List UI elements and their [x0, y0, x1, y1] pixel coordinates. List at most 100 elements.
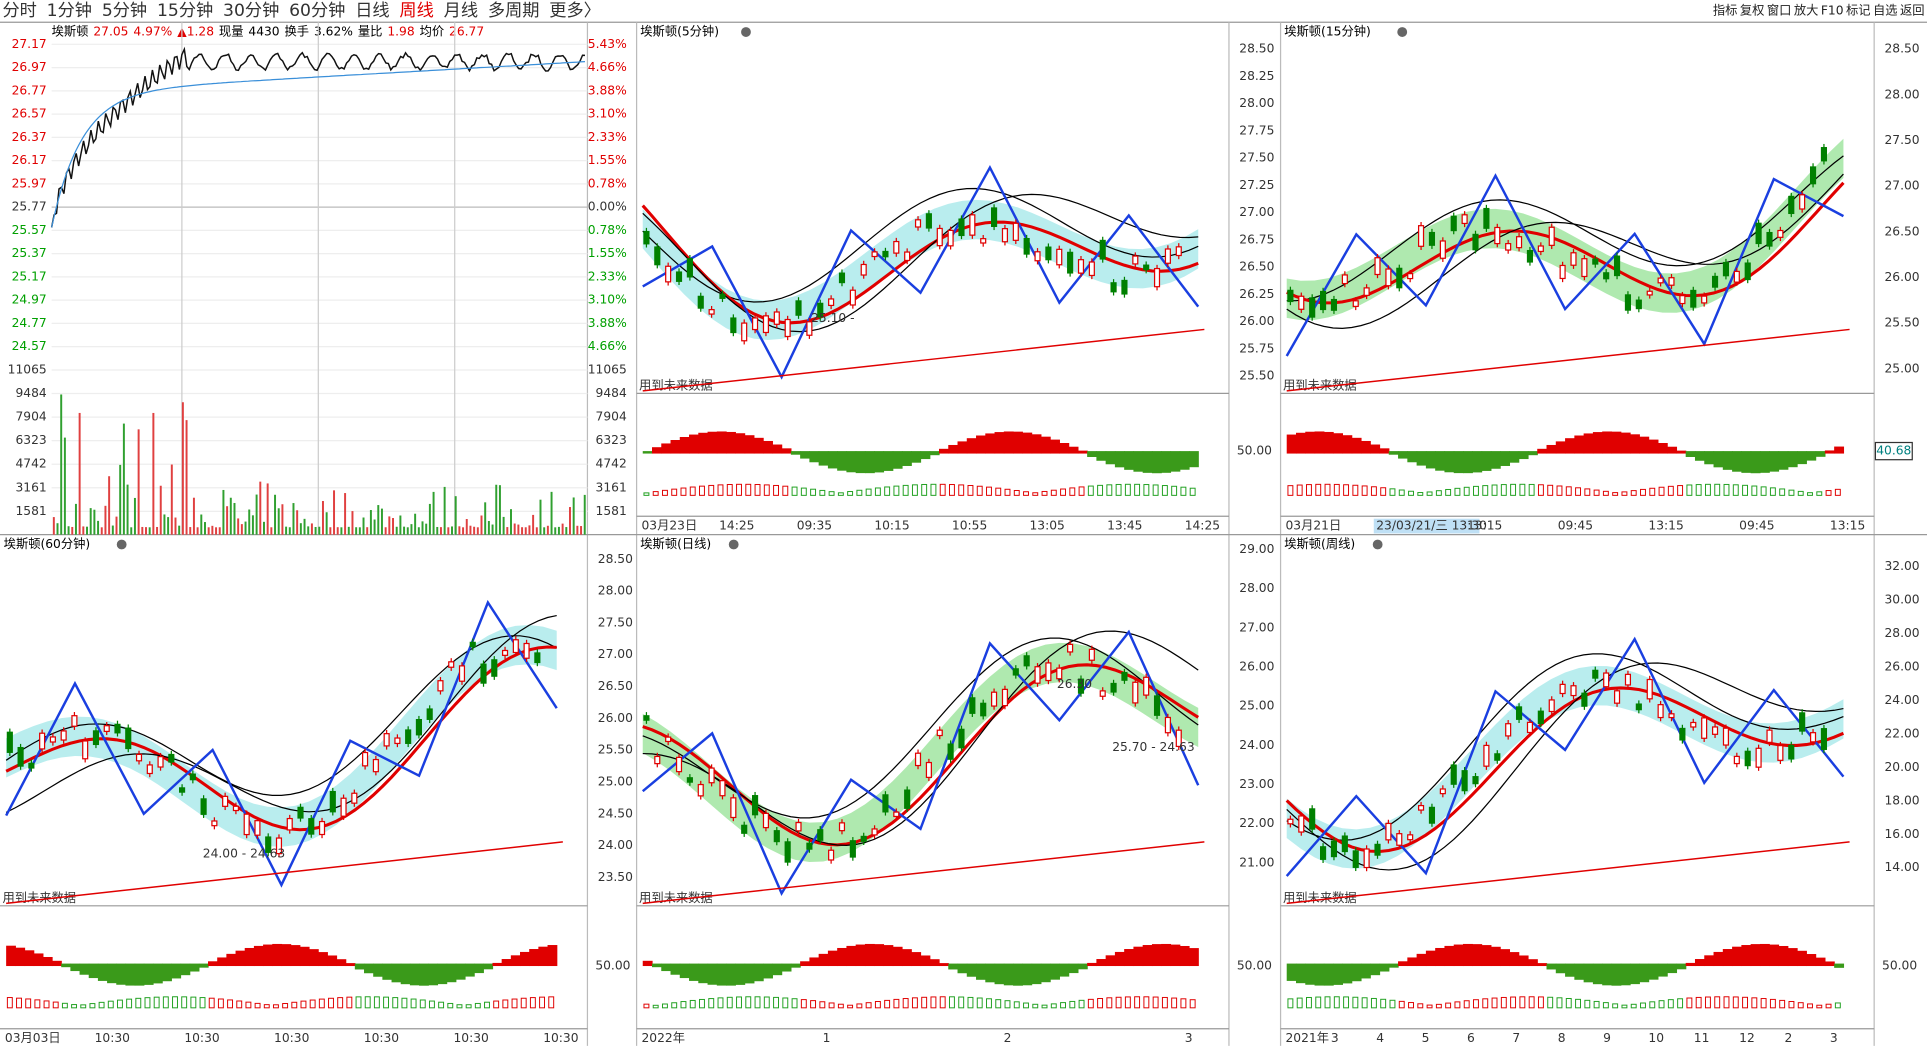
- volume-bar: [200, 514, 203, 535]
- osc-area: [1630, 434, 1640, 454]
- period-tab[interactable]: 分时: [2, 1, 36, 21]
- tool-button[interactable]: 自选: [1873, 4, 1898, 18]
- volume-label: 1581: [15, 504, 46, 518]
- osc-area: [1124, 451, 1135, 470]
- osc-area: [1161, 451, 1172, 473]
- period-tab[interactable]: 30分钟: [223, 1, 279, 21]
- osc-bar: [689, 486, 696, 496]
- osc-area: [1013, 431, 1023, 454]
- volume-bar: [366, 527, 369, 535]
- osc-area: [1050, 439, 1060, 454]
- volume-bar: [115, 516, 118, 535]
- osc-area: [837, 947, 848, 967]
- candle-body: [1788, 744, 1795, 760]
- candle-body: [1417, 804, 1425, 811]
- tool-button[interactable]: 返回: [1900, 4, 1925, 18]
- volume-bar: [215, 527, 218, 535]
- volume-bar: [554, 527, 557, 535]
- osc-bar: [410, 998, 417, 1009]
- quote-field: 27.05: [93, 25, 128, 39]
- osc-bar: [699, 485, 705, 496]
- candle-body: [1820, 147, 1828, 162]
- osc-area: [1022, 432, 1033, 454]
- osc-bar: [884, 999, 891, 1009]
- tool-button[interactable]: 标记: [1846, 4, 1871, 18]
- osc-bar: [847, 1004, 854, 1009]
- osc-area: [1824, 961, 1835, 967]
- tool-button[interactable]: 放大: [1794, 3, 1819, 18]
- candle-body: [871, 251, 878, 258]
- osc-area: [134, 963, 145, 986]
- osc-area: [753, 963, 764, 982]
- candle-body: [893, 240, 900, 254]
- x-label: 23/03/21/三 13:30: [1376, 519, 1487, 533]
- osc-bar: [80, 1004, 87, 1009]
- volume-bar: [336, 527, 339, 535]
- volume-bar: [439, 527, 442, 535]
- volume-bar: [152, 412, 155, 535]
- osc-bar: [736, 996, 742, 1009]
- volume-bar: [543, 527, 546, 535]
- osc-area: [753, 437, 764, 454]
- period-tab[interactable]: 日线: [355, 1, 389, 21]
- osc-bar: [291, 1001, 298, 1009]
- axis-label: 26.00: [598, 711, 633, 725]
- osc-area: [939, 448, 949, 454]
- osc-area: [1425, 950, 1436, 967]
- osc-area: [1068, 963, 1079, 974]
- osc-area: [1379, 448, 1390, 454]
- osc-bar: [791, 998, 798, 1009]
- osc-bar: [1742, 996, 1749, 1009]
- candle-body: [1701, 717, 1708, 739]
- period-tab[interactable]: 更多〉: [549, 1, 601, 21]
- osc-area: [679, 963, 690, 979]
- osc-area: [1527, 451, 1538, 456]
- candle-body: [318, 820, 326, 836]
- volume-label: 6323: [15, 433, 46, 447]
- tool-button[interactable]: 指标: [1713, 3, 1738, 18]
- period-tab[interactable]: 周线: [399, 1, 433, 21]
- period-tab[interactable]: 60分钟: [289, 1, 345, 21]
- osc-bar: [217, 998, 224, 1009]
- candle-body: [1570, 252, 1577, 266]
- osc-bar: [318, 998, 325, 1009]
- period-tab[interactable]: 5分钟: [102, 1, 147, 21]
- title-icon: [741, 27, 751, 37]
- period-tab[interactable]: 多周期: [488, 1, 540, 21]
- osc-bar: [921, 483, 928, 496]
- osc-bar: [1463, 1000, 1470, 1009]
- osc-bar: [493, 1000, 500, 1009]
- candle-body: [308, 818, 315, 835]
- osc-bar: [162, 996, 169, 1009]
- osc-bar: [986, 486, 992, 496]
- volume-bar: [583, 494, 586, 535]
- osc-bar: [828, 491, 835, 496]
- candle-body: [1385, 268, 1392, 287]
- osc-bar: [438, 1001, 445, 1009]
- osc-area: [976, 435, 986, 454]
- x-label: 10:30: [184, 1031, 219, 1045]
- osc-bar: [745, 483, 752, 496]
- candle-body: [1668, 713, 1675, 719]
- osc-bar: [736, 483, 742, 496]
- volume-bar: [78, 412, 81, 535]
- period-tab[interactable]: 1分钟: [47, 1, 92, 21]
- period-tab[interactable]: 月线: [444, 1, 478, 21]
- tool-button[interactable]: 窗口: [1767, 4, 1792, 18]
- candle-body: [925, 761, 932, 779]
- osc-area: [957, 963, 968, 974]
- period-tab[interactable]: 15分钟: [157, 1, 213, 21]
- osc-area: [1741, 945, 1752, 967]
- candle-body: [1690, 289, 1697, 308]
- volume-bar: [299, 523, 302, 535]
- tool-button[interactable]: 复权: [1740, 4, 1765, 18]
- osc-bar: [1723, 483, 1730, 496]
- wave-line: [1285, 636, 1845, 877]
- x-label: 10:30: [274, 1031, 309, 1045]
- osc-bar: [1649, 1001, 1656, 1009]
- candle-body: [1077, 259, 1085, 274]
- osc-bar: [1695, 996, 1702, 1009]
- tool-button[interactable]: F10: [1821, 4, 1844, 18]
- osc-bar: [1714, 483, 1721, 496]
- volume-label: 11065: [8, 362, 47, 376]
